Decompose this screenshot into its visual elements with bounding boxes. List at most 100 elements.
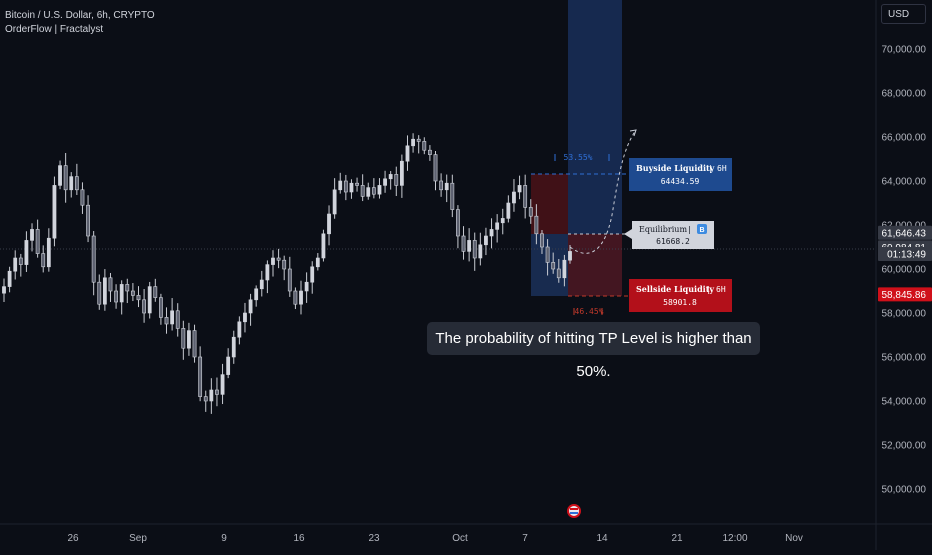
equilibrium-value: 61668.2 [656,237,690,246]
candle-body [74,176,79,191]
candle-body [276,257,281,261]
price-tick-label: 70,000.00 [882,45,927,56]
candle-body [388,174,393,180]
candle-body [416,138,421,142]
time-tick-label: 12:00 [722,533,747,544]
candle-body [46,237,51,268]
candle-body [556,268,561,279]
candle-body [153,286,158,298]
candle-body [517,185,522,193]
candle-body [52,185,57,239]
candle-body [187,330,191,349]
price-tag-label: 01:13:49 [887,250,926,261]
candle-body [484,235,488,246]
candle-body [209,389,214,402]
buyside-label-box [629,158,732,191]
buyside-separator: | [708,164,713,173]
currency-button[interactable]: USD [881,4,926,24]
candle-body [540,233,544,248]
equilibrium-label-box [624,221,714,249]
equilibrium-badge-text: B [699,227,704,234]
sellside-label-box [629,279,732,312]
candle-body [383,178,387,186]
candle-body [170,310,175,325]
sellside-liquidity-label[interactable]: Sellside Liquidity | 6H 58901.8 [629,279,732,312]
buyside-timeframe: 6H [717,164,727,173]
candle-body [226,356,231,375]
candle-body [411,138,415,147]
candle-body [159,297,163,318]
candle-body [7,270,12,287]
candle-body [254,288,259,301]
candle-body [147,286,152,314]
candle-body [332,189,337,215]
candle-body [142,299,146,314]
candle-body [472,240,477,259]
candle-body [63,165,68,191]
candle-body [456,209,460,237]
candle-body [58,165,62,186]
chart-legend[interactable]: Bitcoin / U.S. Dollar, 6h, CRYPTO OrderF… [5,9,155,37]
candle-body [428,149,432,155]
candle-body [461,235,466,252]
candle-body [287,268,292,292]
event-icon-stripe [570,508,578,510]
candle-body [360,185,365,197]
candle-body [489,229,494,237]
equilibrium-separator: | [687,225,692,234]
equilibrium-label[interactable]: Equilibrium | B 61668.2 [624,221,714,249]
candle-body [399,160,404,186]
price-tick-label: 66,000.00 [882,133,927,144]
price-tag-box [878,247,932,262]
candle-body [220,374,225,395]
candle-body [500,218,505,224]
candle-body [41,253,46,268]
price-tag-box [878,287,932,302]
price-tag-label: 58,845.86 [882,290,927,301]
candle-body [444,182,449,191]
candle-body [355,182,359,186]
indicator-title[interactable]: OrderFlow | Fractalyst [5,24,104,35]
candle-body [2,286,6,294]
buyside-liquidity-label[interactable]: Buyside Liquidity | 6H 64434.59 [629,158,732,191]
price-tag-box [878,225,932,240]
price-tick-label: 52,000.00 [882,441,927,452]
time-tick-label: 23 [368,533,380,544]
candle-body [450,182,455,210]
candle-body [271,257,275,265]
projected-path [569,129,637,254]
projected-path-arrow [629,129,637,137]
time-tick-label: Nov [785,533,803,544]
candle-body [125,284,130,292]
candle-body [136,295,141,301]
price-tick-label: 68,000.00 [882,89,927,100]
event-icon-core [569,506,579,516]
candle-body [30,229,34,241]
candle-body [433,154,438,182]
price-tick-label: 60,000.00 [882,265,927,276]
candle-body [562,259,567,279]
candle-body [327,213,331,235]
sellside-zone [568,234,622,296]
sellside-title: Sellside Liquidity [636,284,714,294]
sellside-value: 58901.8 [663,298,697,307]
up-probability-label: 53.55% [564,153,593,162]
price-tick-label: 58,000.00 [882,309,927,320]
candle-body [130,290,135,296]
time-tick-label: Oct [452,533,468,544]
candle-body [439,180,444,191]
candle-body [231,336,236,358]
price-tick-label: 54,000.00 [882,397,927,408]
candle-body [299,290,303,305]
candle-body [377,185,382,195]
candle-body [366,187,371,197]
candle-body [181,328,186,349]
candle-body [97,281,102,305]
symbol-title[interactable]: Bitcoin / U.S. Dollar, 6h, CRYPTO [5,10,155,21]
time-axis[interactable]: 26 Sep 9 16 23 Oct 7 14 21 12:00 Nov [67,533,802,544]
candle-body [568,251,572,261]
candle-body [114,290,118,303]
us-flag-event-icon[interactable] [567,504,581,518]
